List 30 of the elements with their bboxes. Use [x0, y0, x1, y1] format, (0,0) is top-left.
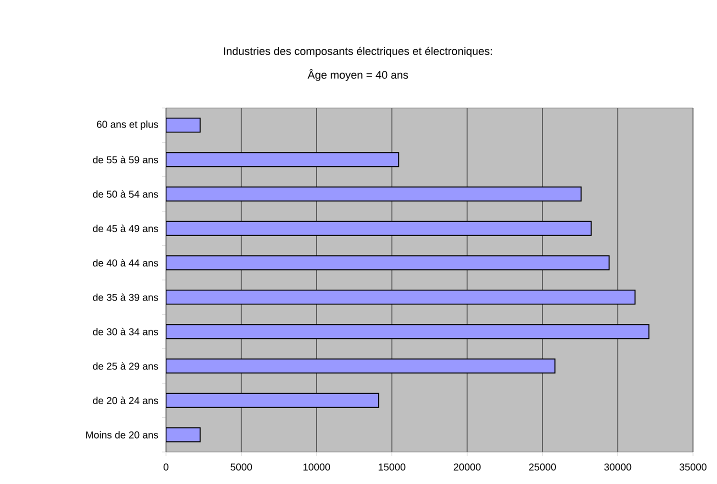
bar [166, 152, 400, 168]
bar [166, 290, 636, 305]
y-tick-label: de 40 à 44 ans [92, 259, 158, 266]
y-tick-label: de 50 à 54 ans [92, 190, 158, 198]
x-tick-label: 15000 [378, 464, 406, 471]
x-tick-label: 35000 [680, 464, 706, 471]
y-tick-label: de 35 à 39 ans [92, 293, 158, 301]
bar [166, 118, 201, 133]
bar [166, 392, 380, 408]
bar [166, 358, 556, 374]
bar [166, 255, 610, 270]
x-tick-label: 25000 [529, 464, 556, 471]
y-tick-label: 60 ans et plus [96, 120, 158, 130]
x-tick-label: 10000 [303, 464, 330, 471]
x-tick-label: 30000 [604, 464, 632, 471]
y-tick-label: de 45 à 49 ans [92, 224, 158, 232]
bar [166, 186, 582, 202]
x-tick-label: 0 [164, 464, 168, 471]
y-tick-label: de 25 à 29 ans [92, 362, 158, 370]
bar [166, 220, 592, 236]
chart-title: Industries des composants électriques et électroniques: [224, 46, 492, 58]
bar [166, 427, 201, 442]
chart-subtitle: Âge moyen = 40 ans [308, 69, 408, 81]
y-tick-label: de 30 à 34 ans [92, 328, 158, 336]
y-tick-label: de 55 à 59 ans [92, 156, 158, 164]
y-tick-label: Moins de 20 ans [86, 431, 158, 438]
bar [166, 324, 650, 340]
x-tick-label: 20000 [454, 464, 481, 471]
y-tick-label: de 20 à 24 ans [92, 396, 158, 404]
x-tick-label: 5000 [230, 464, 252, 471]
